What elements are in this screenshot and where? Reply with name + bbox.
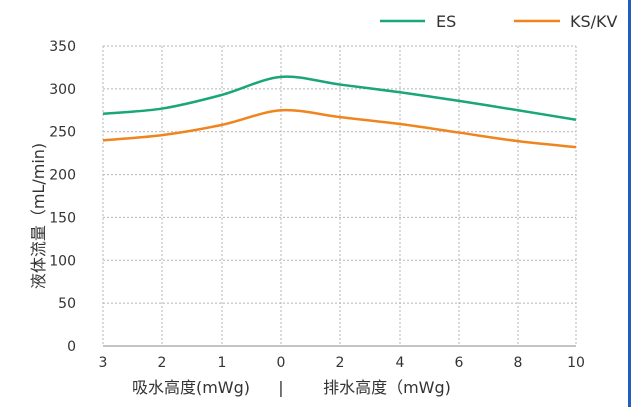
legend: ES KS/KV: [380, 12, 618, 31]
x-axis-title-suction: 吸水高度(mWg): [132, 378, 250, 397]
series-layer: [102, 75, 577, 149]
grid-layer: [102, 45, 577, 346]
x-tick-label: 4: [396, 355, 405, 371]
y-tick-label: 150: [49, 210, 76, 226]
legend-label-1: KS/KV: [570, 12, 618, 31]
legend-label-0: ES: [436, 12, 456, 31]
right-edge-accent: [628, 0, 631, 407]
x-tick-label: 0: [277, 355, 286, 371]
x-axis-title-discharge: 排水高度（mWg): [323, 378, 451, 397]
x-tick-label: 1: [218, 355, 227, 371]
y-tick-label: 300: [49, 82, 76, 98]
y-tick-label: 350: [49, 39, 76, 55]
y-tick-label: 200: [49, 168, 76, 184]
y-tick-label: 50: [58, 296, 76, 312]
x-tick-label: 6: [455, 355, 464, 371]
x-tick-label: 2: [336, 355, 345, 371]
series-line-1: [102, 108, 577, 149]
x-tick-label: 8: [514, 355, 523, 371]
y-tick-label: 100: [49, 253, 76, 269]
x-axis-title-separator: |: [278, 378, 283, 397]
y-tick-label: 0: [67, 339, 76, 355]
series-line-0: [102, 75, 577, 121]
x-tick-label: 10: [567, 355, 585, 371]
y-axis-title: 液体流量（mL/min): [29, 143, 48, 289]
y-tick-label: 250: [49, 125, 76, 141]
x-tick-label: 2: [158, 355, 167, 371]
x-tick-label: 3: [99, 355, 108, 371]
